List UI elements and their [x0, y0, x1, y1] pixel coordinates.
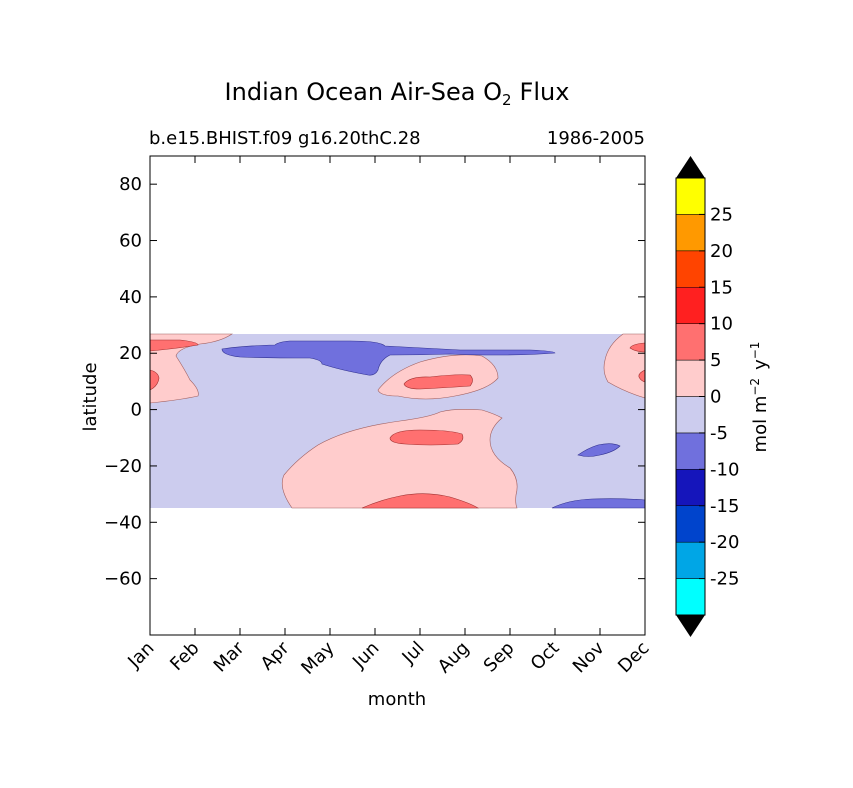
- colorbar-extend-min: [676, 615, 705, 637]
- y-tick-label: 60: [119, 231, 142, 252]
- colorbar-tick-label: 10: [710, 314, 733, 335]
- colorbar-tick-label: -15: [710, 496, 739, 517]
- colorbar: -25 -20 -15 -10 -5 0 5 10 15 20 25: [675, 156, 739, 637]
- x-tick-label: Jan: [123, 638, 158, 673]
- y-tick-label: −20: [104, 456, 142, 477]
- x-tick-label: Dec: [614, 638, 653, 677]
- y-tick-label: 80: [119, 174, 142, 195]
- contour-5-10-jan-a: [150, 339, 199, 352]
- y-tick-label: −60: [104, 569, 142, 590]
- contour-5-10-jul-north: [403, 374, 473, 390]
- colorbar-segment: [675, 214, 706, 252]
- colorbar-tick-label: -10: [710, 459, 739, 480]
- x-tick-label: Mar: [210, 637, 249, 676]
- x-tick-label: May: [297, 637, 338, 678]
- x-tick-label: Apr: [257, 637, 294, 674]
- colorbar-segment: [675, 177, 706, 215]
- contour-5-10-south-bottom: [361, 493, 480, 509]
- plot-area: [150, 156, 645, 635]
- colorbar-segment: [675, 287, 706, 324]
- colorbar-segment: [675, 469, 706, 507]
- y-tick-label: 20: [119, 343, 142, 364]
- x-tick-label: Sep: [480, 638, 519, 677]
- colorbar-tick-label: 25: [710, 204, 733, 225]
- contour-pos-jan-north: [150, 333, 233, 404]
- colorbar-tick-label: 20: [710, 241, 733, 262]
- colorbar-label: mol m−2y−1: [748, 342, 771, 453]
- colorbar-segment: [675, 250, 706, 288]
- colorbar-tick-label: -20: [710, 532, 739, 553]
- x-tick-label: Jun: [348, 638, 383, 673]
- colorbar-segment: [675, 359, 706, 397]
- colorbar-segment: [675, 396, 706, 434]
- contour-neg-north-band: [221, 340, 556, 376]
- colorbar-tick-label: -5: [710, 423, 728, 444]
- contour-5-10-jan-b: [150, 369, 160, 391]
- x-tick-label: Jul: [398, 638, 429, 669]
- contour-5-10-dec-a: [629, 342, 645, 353]
- y-axis-label: latitude: [80, 362, 101, 431]
- title-subscript: 2: [502, 91, 512, 109]
- colorbar-segment: [675, 432, 706, 470]
- contour-neg-south-bottom: [551, 498, 645, 509]
- colorbar-tick-label: 0: [710, 387, 721, 408]
- y-tick-label: −40: [104, 512, 142, 533]
- x-tick-label: Oct: [527, 638, 564, 675]
- y-tick-label: 0: [131, 400, 142, 421]
- x-axis-label: month: [368, 689, 426, 710]
- contour-5-10-jul-south: [389, 429, 464, 446]
- y-tick-label: 40: [119, 287, 142, 308]
- subtitle-right: 1986-2005: [547, 128, 645, 149]
- contour-5-10-dec-b: [638, 369, 645, 383]
- x-tick-label: Aug: [434, 638, 474, 678]
- colorbar-segment: [675, 578, 706, 616]
- chart-title: Indian Ocean Air-Sea O2 Flux: [225, 78, 570, 109]
- plot-frame: [149, 155, 646, 636]
- colorbar-tick-label: 5: [710, 350, 721, 371]
- subtitle-left: b.e15.BHIST.f09 g16.20thC.28: [149, 128, 421, 149]
- y-axis: 80 60 40 20 0 −20 −40 −60: [104, 174, 645, 590]
- colorbar-segment: [675, 323, 706, 361]
- colorbar-tick-label: 15: [710, 277, 733, 298]
- x-tick-label: Feb: [166, 638, 203, 675]
- x-tick-label: Nov: [569, 637, 609, 677]
- colorbar-segment: [675, 505, 706, 543]
- colorbar-segment: [675, 541, 706, 579]
- contour-neg-nov: [577, 443, 621, 457]
- colorbar-extend-max: [676, 156, 705, 178]
- colorbar-tick-label: -25: [710, 569, 739, 590]
